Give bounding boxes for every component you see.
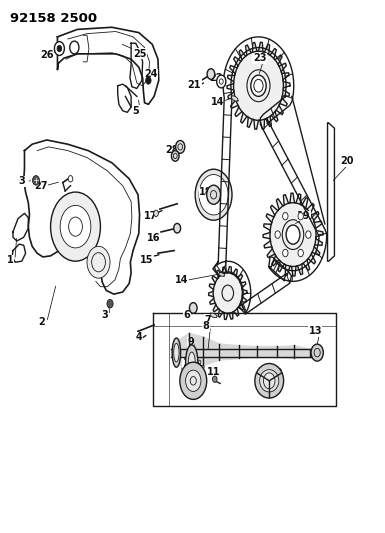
Circle shape <box>171 151 179 161</box>
Text: 16: 16 <box>147 233 161 244</box>
Circle shape <box>176 141 185 154</box>
Text: 26: 26 <box>40 50 54 60</box>
Circle shape <box>107 300 113 308</box>
Polygon shape <box>209 266 247 320</box>
Text: 11: 11 <box>207 367 220 377</box>
Circle shape <box>217 75 226 88</box>
Circle shape <box>275 231 280 238</box>
Text: 15: 15 <box>140 255 153 265</box>
Text: 23: 23 <box>253 53 266 63</box>
Text: 3: 3 <box>102 310 109 320</box>
Circle shape <box>57 45 62 52</box>
Polygon shape <box>263 193 323 276</box>
Circle shape <box>174 223 181 233</box>
Circle shape <box>306 231 311 238</box>
Text: 5: 5 <box>132 106 139 116</box>
Text: 8: 8 <box>203 321 209 331</box>
Text: 25: 25 <box>133 49 146 59</box>
Text: 1: 1 <box>7 255 13 265</box>
Circle shape <box>213 376 217 382</box>
Text: 10: 10 <box>182 358 196 368</box>
Circle shape <box>70 41 79 54</box>
Circle shape <box>298 213 303 220</box>
Ellipse shape <box>188 352 195 372</box>
Polygon shape <box>227 42 290 130</box>
Circle shape <box>33 175 39 185</box>
Text: 14: 14 <box>175 276 189 285</box>
Circle shape <box>189 303 197 313</box>
Circle shape <box>207 185 221 204</box>
Ellipse shape <box>219 273 224 276</box>
Circle shape <box>283 213 288 220</box>
Text: 27: 27 <box>34 181 48 191</box>
Text: 13: 13 <box>308 326 322 336</box>
Text: 24: 24 <box>144 69 158 79</box>
Text: 18: 18 <box>199 187 213 197</box>
Circle shape <box>154 210 158 216</box>
Ellipse shape <box>210 313 217 318</box>
Circle shape <box>311 344 323 361</box>
Text: 22: 22 <box>209 73 223 83</box>
Circle shape <box>286 225 300 244</box>
Text: 14: 14 <box>211 96 224 107</box>
Circle shape <box>186 370 201 391</box>
Circle shape <box>199 174 228 215</box>
Text: 3: 3 <box>18 176 25 187</box>
Text: 92158 2500: 92158 2500 <box>10 12 97 26</box>
Circle shape <box>263 373 275 389</box>
Circle shape <box>50 192 100 261</box>
Circle shape <box>298 249 303 257</box>
Circle shape <box>54 42 64 55</box>
Text: 17: 17 <box>144 211 157 221</box>
Circle shape <box>180 362 207 399</box>
Ellipse shape <box>172 338 181 367</box>
Circle shape <box>207 69 215 79</box>
Text: 9: 9 <box>187 337 194 347</box>
Circle shape <box>68 175 73 182</box>
Text: 20: 20 <box>340 156 353 166</box>
Text: 4: 4 <box>136 332 142 342</box>
Text: 21: 21 <box>187 80 201 90</box>
Ellipse shape <box>259 369 279 392</box>
Circle shape <box>283 249 288 257</box>
Circle shape <box>195 169 232 220</box>
Text: 2: 2 <box>39 317 45 327</box>
Ellipse shape <box>174 343 179 362</box>
Text: 28: 28 <box>166 144 179 155</box>
Circle shape <box>87 246 110 278</box>
Text: 19: 19 <box>297 211 310 221</box>
Ellipse shape <box>186 345 198 379</box>
Circle shape <box>251 75 266 96</box>
Circle shape <box>146 77 151 84</box>
Text: 7: 7 <box>204 314 211 325</box>
Circle shape <box>60 205 91 248</box>
Ellipse shape <box>231 96 238 101</box>
Text: 12: 12 <box>270 368 284 378</box>
Polygon shape <box>181 358 206 391</box>
Ellipse shape <box>255 364 284 398</box>
Text: 6: 6 <box>183 310 190 320</box>
